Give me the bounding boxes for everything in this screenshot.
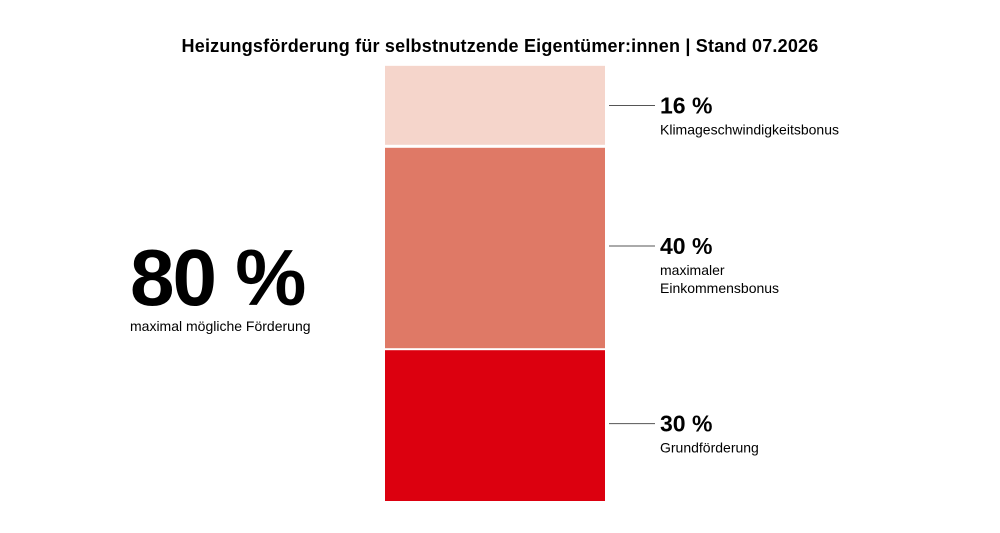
segment-label-grundförderung: Grundförderung <box>660 440 759 456</box>
segment-label-klimageschwindigkeitsbonus: Klimageschwindigkeitsbonus <box>660 122 839 138</box>
segment-value-maximaler-einkommensbonus: 40 % <box>660 233 712 259</box>
segment-value-klimageschwindigkeitsbonus: 16 % <box>660 93 712 119</box>
bar-segment-klimageschwindigkeitsbonus <box>385 65 605 145</box>
segment-value-grundförderung: 30 % <box>660 411 712 437</box>
bar-segment-grundförderung <box>385 350 605 501</box>
bar-segment-maximaler-einkommensbonus <box>385 147 605 349</box>
total-summary: 80 % maximal mögliche Förderung <box>130 233 370 335</box>
segment-label-maximaler-einkommensbonus: maximaler <box>660 262 725 278</box>
segment-label-maximaler-einkommensbonus: Einkommensbonus <box>660 280 779 296</box>
chart-title: Heizungsförderung für selbstnutzende Eig… <box>181 36 819 56</box>
total-label: maximal mögliche Förderung <box>130 318 311 334</box>
total-value: 80 % <box>130 233 306 322</box>
